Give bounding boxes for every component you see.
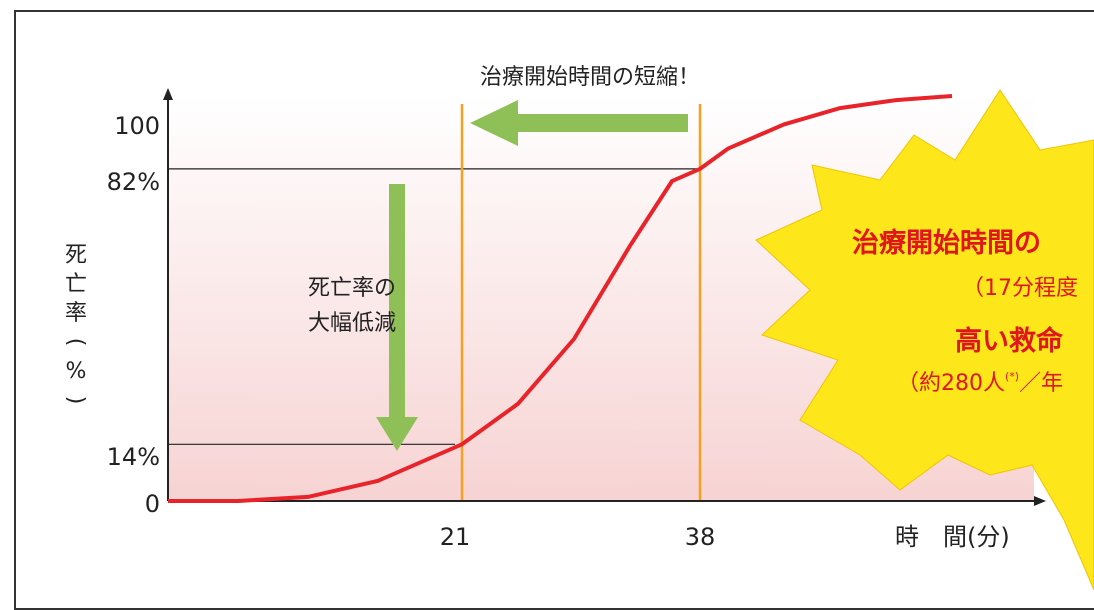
burst-sub-2: （約280人(*)／年 [897, 370, 1063, 396]
y-label-char-0: 死 [65, 243, 87, 268]
mortality-chart: 100 82% 14% 0 21 38 時 間(分) 死亡率 (%) 治療開始時間… [63, 65, 1094, 590]
y-label-char-5: ) [63, 396, 88, 405]
burst-sub-2a: （約280人 [897, 371, 1005, 396]
y-tick-100: 100 [114, 112, 160, 140]
curve-point-9 [698, 167, 702, 171]
down-arrow [376, 184, 418, 451]
y-label-char-2: 率 [65, 301, 87, 326]
curve-point-5 [516, 402, 520, 406]
y-label-char-1: 亡 [65, 272, 87, 297]
curve-point-4 [460, 442, 464, 446]
x-tick-38: 38 [685, 523, 716, 551]
curve-point-0 [166, 499, 170, 503]
x-axis-arrow [1034, 496, 1046, 506]
y-axis-label: 死亡率 (%) [63, 243, 88, 404]
burst-note: (*) [1005, 370, 1019, 383]
curve-point-7 [628, 244, 632, 248]
x-axis-label: 時 間(分) [895, 523, 1010, 551]
curve-point-13 [894, 98, 898, 102]
drop-annotation-line2: 大幅低減 [308, 311, 396, 336]
x-tick-21: 21 [440, 523, 471, 551]
y-label-char-4: % [66, 359, 87, 384]
left-arrow [470, 100, 688, 146]
y-tick-82: 82% [107, 168, 160, 196]
y-tick-0: 0 [145, 490, 160, 518]
mortality-curve [168, 94, 953, 503]
curve-point-11 [782, 122, 786, 126]
burst-title-1: 治療開始時間の [852, 227, 1041, 259]
curve-point-2 [306, 495, 310, 499]
curve-point-6 [572, 337, 576, 341]
curve-point-10 [726, 147, 730, 151]
curve-point-1 [236, 499, 240, 503]
drop-annotation-line1: 死亡率の [308, 276, 396, 301]
highlight-burst [755, 89, 1094, 590]
curve-point-14 [950, 94, 954, 98]
y-label-char-3: ( [63, 338, 88, 347]
y-axis-arrow [163, 88, 173, 100]
burst-title-2: 高い救命 [955, 325, 1064, 357]
curve-point-8 [670, 179, 674, 183]
y-tick-14: 14% [107, 443, 160, 471]
burst-sub-1: （17分程度 [962, 276, 1078, 301]
burst-sub-2b: ／年 [1019, 371, 1063, 396]
top-annotation: 治療開始時間の短縮！ [480, 65, 700, 90]
curve-point-12 [838, 106, 842, 110]
curve-point-3 [376, 479, 380, 483]
